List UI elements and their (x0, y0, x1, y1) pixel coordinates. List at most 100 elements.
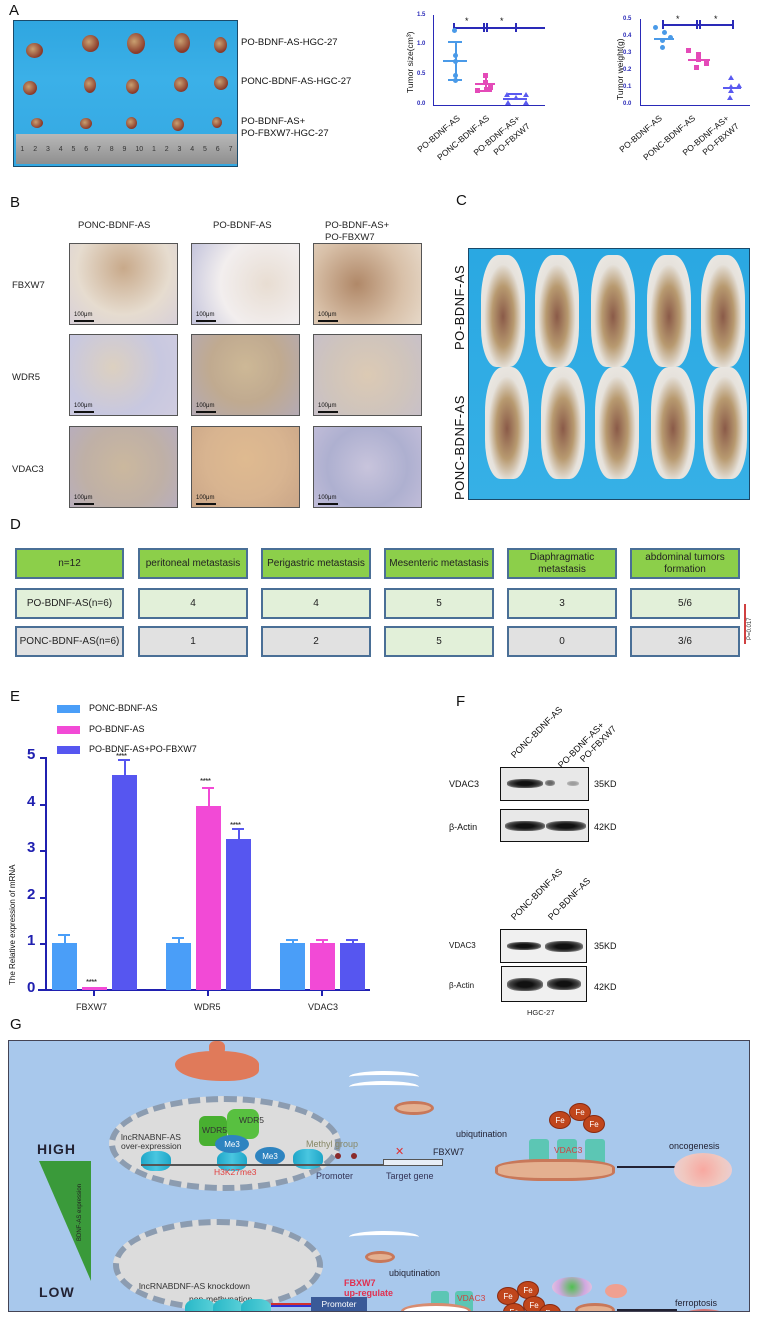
mitochondrion-icon (495, 1159, 615, 1181)
ihc-image: 100μm (69, 426, 178, 508)
legend-swatch (57, 746, 80, 754)
bar (310, 943, 335, 990)
western-blot (500, 929, 587, 963)
p-value: P=0.017 (747, 617, 753, 640)
er-icon (349, 1071, 419, 1083)
panel-label-b: B (10, 194, 21, 211)
tumor-row-label: PO-BDNF-AS+ (241, 116, 306, 127)
table-cell: 5 (384, 626, 494, 657)
mice-row-label: PONC-BDNF-AS (452, 395, 467, 500)
bar (226, 839, 251, 990)
ihc-image: 100μm (191, 334, 300, 416)
table-cell: 4 (261, 588, 371, 619)
triangle-label: BDNF-AS expression (77, 1183, 83, 1241)
protein-label: β-Actin (449, 981, 475, 990)
fe-ion: Fe (549, 1111, 571, 1129)
table-header-cell: Mesenteric metastasis (384, 548, 494, 579)
panel-label-a: A (9, 2, 20, 19)
western-blot (500, 767, 589, 801)
tumor-cell-icon (674, 1153, 732, 1187)
table-cell: 3/6 (630, 626, 740, 657)
table-cell: 0 (507, 626, 617, 657)
tumor-photo: 1 2 3 4 5 6 7 8 9 10 1 2 3 4 5 6 7 (13, 20, 238, 167)
tumor-row-label: PO-BDNF-AS-HGC-27 (241, 37, 338, 48)
table-header-cell: Diaphragmatic metastasis (507, 548, 617, 579)
panel-label-f: F (456, 693, 466, 710)
immune-cell-icon (552, 1277, 592, 1297)
y-axis (45, 757, 47, 990)
protein-label: β-Actin (449, 822, 478, 832)
ruler: 1 2 3 4 5 6 7 8 9 10 1 2 3 4 5 6 7 (16, 134, 237, 164)
panel-label-g: G (10, 1016, 22, 1033)
protein-label: VDAC3 (449, 941, 476, 950)
ihc-image: 100μm (313, 243, 422, 325)
ihc-image: 100μm (191, 243, 300, 325)
x-category: FBXW7 (76, 1002, 108, 1012)
high-label: HIGH (37, 1141, 76, 1157)
me3-mark: Me3 (215, 1135, 249, 1153)
table-row-group: PO-BDNF-AS(n=6) (15, 588, 124, 619)
ihc-image: 100μm (313, 334, 422, 416)
table-cell: 4 (138, 588, 248, 619)
x-axis (38, 989, 370, 991)
p-value-bracket (744, 604, 746, 644)
ihc-col-header: PONC-BDNF-AS (78, 220, 151, 231)
ihc-col-header: PO-BDNF-AS+ (325, 220, 390, 231)
ihc-row-label: WDR5 (12, 372, 40, 383)
ihc-row-label: VDAC3 (12, 464, 44, 475)
stomach-icon (175, 1051, 259, 1081)
table-cell: 2 (261, 626, 371, 657)
ihc-row-label: FBXW7 (12, 280, 45, 291)
x-category: WDR5 (194, 1002, 221, 1012)
low-label: LOW (39, 1284, 75, 1300)
size-label: 35KD (594, 779, 617, 789)
panel-label-d: D (10, 516, 21, 533)
ihc-image: 100μm (69, 243, 178, 325)
tumor-size-plot: Tumor size(cm³) 0.0 0.5 1.0 1.5 * * PO-B… (395, 5, 555, 180)
y-axis-label: The Relative expression of mRNA (8, 864, 17, 986)
table-header-cell: n=12 (15, 548, 124, 579)
table-cell: 1 (138, 626, 248, 657)
lane-label: PONC-BDNF-AS (508, 704, 565, 760)
mice-photo (468, 248, 750, 500)
promoter-box: Promoter (311, 1297, 367, 1311)
legend-label: PONC-BDNF-AS (89, 703, 158, 713)
me3-mark: Me3 (255, 1147, 285, 1165)
tumor-row-label: PONC-BDNF-AS-HGC-27 (241, 76, 352, 87)
table-header-cell: Perigastric metastasis (261, 548, 371, 579)
fe-ion: Fe (583, 1115, 605, 1133)
bar (112, 775, 137, 990)
x-category: VDAC3 (308, 1002, 339, 1012)
size-label: 42KD (594, 982, 617, 992)
tumor-weight-plot: Tumor weight(g) 0.0 0.1 0.2 0.3 0.4 0.5 … (610, 5, 757, 180)
protein-label: VDAC3 (449, 779, 480, 789)
x-category: PONC-BDNF-AS (435, 113, 492, 163)
legend-swatch (57, 726, 80, 734)
western-blot (501, 966, 587, 1002)
table-cell: 5/6 (630, 588, 740, 619)
ihc-image: 100μm (313, 426, 422, 508)
nucleus-low (113, 1219, 323, 1311)
nucleosome-icon (141, 1151, 171, 1171)
table-row-group: PONC-BDNF-AS(n=6) (15, 626, 124, 657)
bar (52, 943, 77, 990)
bar (340, 943, 365, 990)
bar (280, 943, 305, 990)
bar (166, 943, 191, 990)
western-blot (500, 809, 589, 842)
bar (82, 987, 107, 990)
ihc-image: 100μm (69, 334, 178, 416)
mitochondrion-icon (394, 1101, 434, 1115)
legend-swatch (57, 705, 80, 713)
legend-label: PO-BDNF-AS (89, 724, 145, 734)
panel-label-c: C (456, 192, 467, 209)
table-header-cell: peritoneal metastasis (138, 548, 248, 579)
y-axis-label: Tumor size(cm³) (405, 31, 415, 93)
tumor-row-label: PO-FBXW7-HGC-27 (241, 128, 329, 139)
mice-row-label: PO-BDNF-AS (452, 264, 467, 350)
ihc-col-header: PO-FBXW7 (325, 232, 375, 243)
table-header-cell: abdominal tumors formation (630, 548, 740, 579)
size-label: 35KD (594, 941, 617, 951)
legend-label: PO-BDNF-AS+PO-FBXW7 (89, 744, 197, 754)
ihc-image: 100μm (191, 426, 300, 508)
